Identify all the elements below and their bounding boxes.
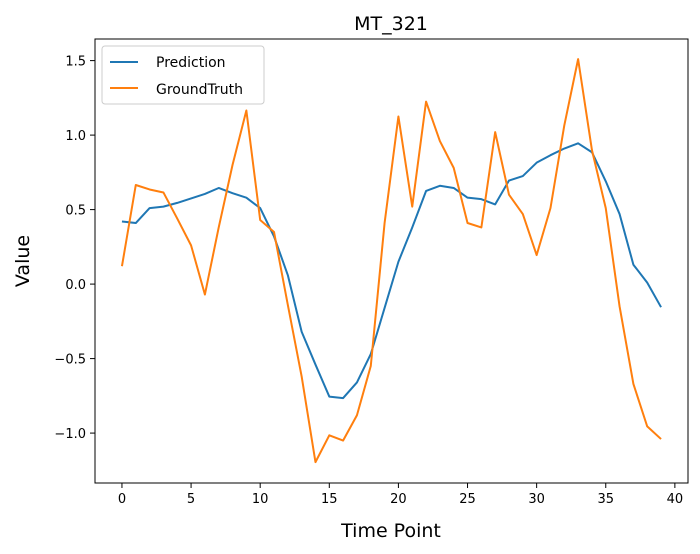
legend-label-prediction: Prediction [156,55,226,71]
legend-label-groundtruth: GroundTruth [156,82,243,98]
series-line-groundtruth [120,58,662,464]
y-axis-label: Value [12,235,34,287]
y-tick-label: 1.0 [65,129,86,144]
x-tick-label: 5 [187,492,195,507]
legend-box [101,45,265,105]
x-tick-label: 30 [528,492,545,507]
x-tick-label: 0 [118,492,126,507]
x-axis-ticks: 0 5 10 15 20 25 30 35 40 [118,483,683,507]
x-axis-label: Time Point [340,520,441,542]
y-tick-label: 0.5 [65,204,86,219]
series-line-prediction [121,142,662,400]
legend: Prediction GroundTruth [101,45,265,105]
x-tick-label: 40 [667,492,684,507]
y-axis-ticks: −1.0 −0.5 0.0 0.5 1.0 1.5 [54,55,95,442]
x-tick-label: 10 [252,492,269,507]
y-tick-label: 0.0 [65,278,86,293]
x-tick-label: 25 [459,492,476,507]
chart-title: MT_321 [354,13,428,35]
x-tick-label: 15 [321,492,338,507]
plot-area [94,38,689,484]
x-tick-label: 35 [597,492,614,507]
x-tick-label: 20 [390,492,407,507]
y-tick-label: 1.5 [65,55,86,70]
series-layer [120,58,662,464]
y-tick-label: −0.5 [54,353,86,368]
y-tick-label: −1.0 [54,427,86,442]
plot-frame [94,38,689,484]
